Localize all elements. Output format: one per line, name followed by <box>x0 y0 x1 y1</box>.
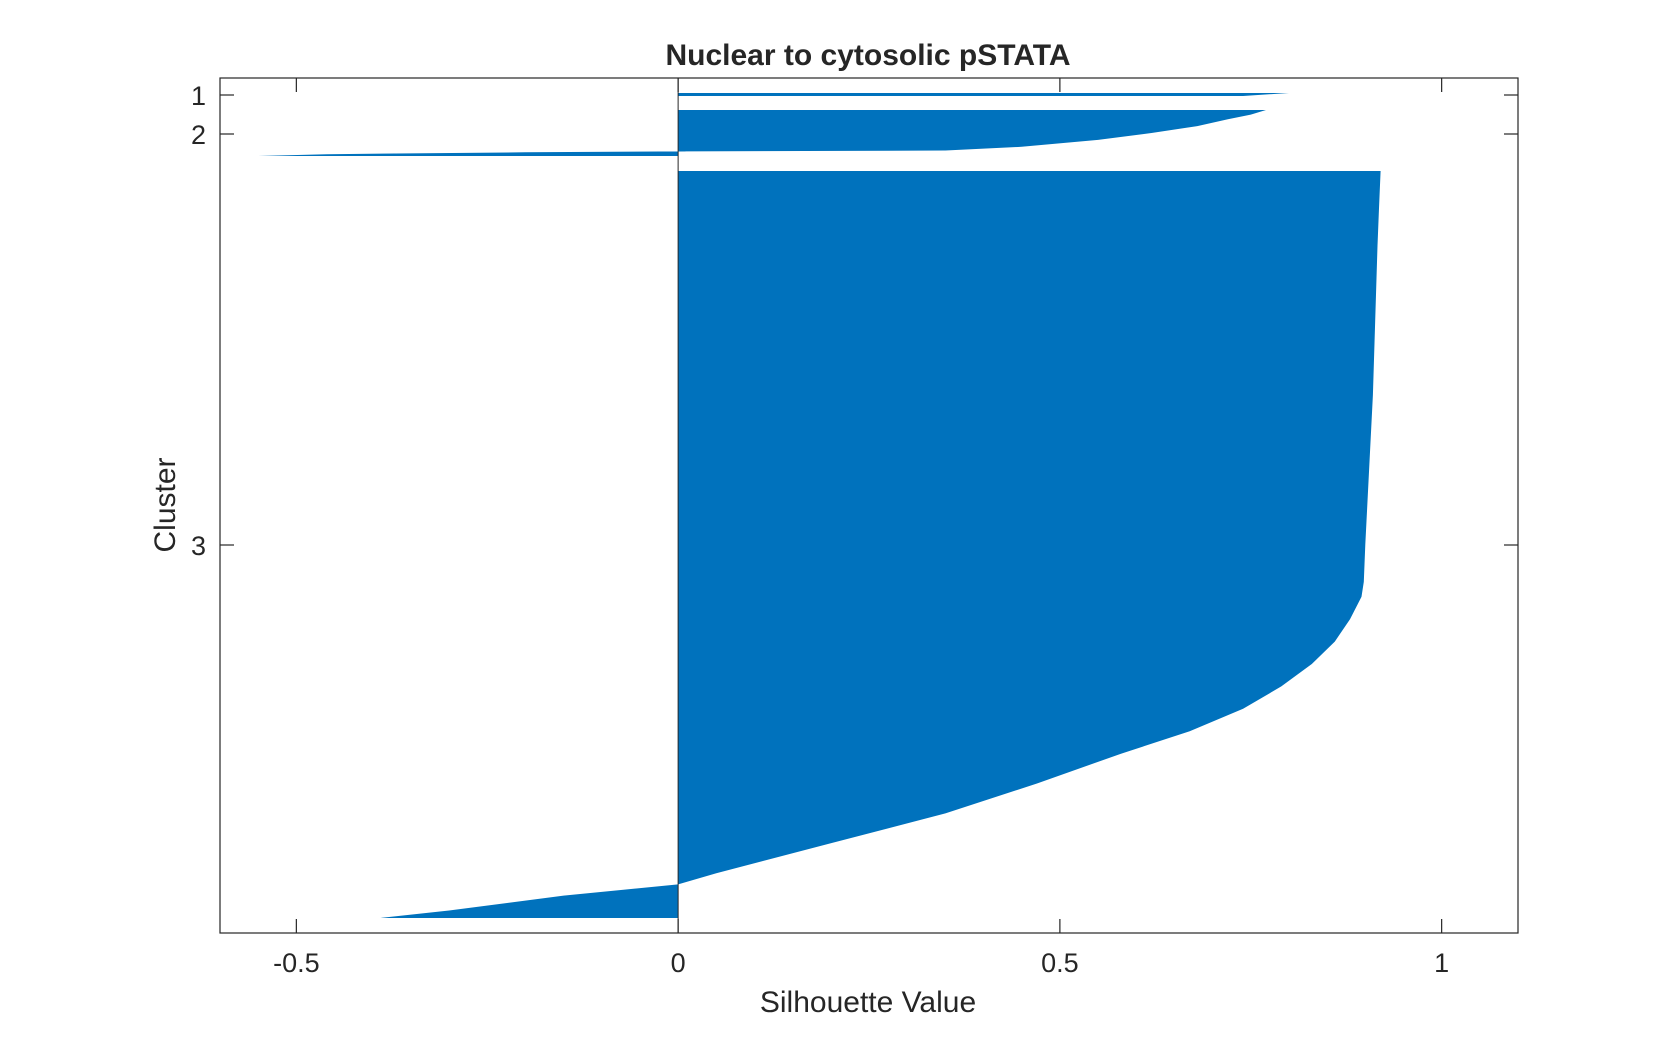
cluster-3-bars <box>380 171 1381 918</box>
x-axis-label: Silhouette Value <box>760 986 976 1019</box>
cluster-1-bars <box>678 93 1289 96</box>
y-tick-label: 2 <box>191 120 206 150</box>
chart-title: Nuclear to cytosolic pSTATA <box>665 39 1070 72</box>
axes-box <box>219 77 1519 934</box>
cluster-2-bars <box>258 110 1266 156</box>
y-tick-label: 1 <box>191 81 206 111</box>
x-tick-label: 0 <box>671 948 686 978</box>
y-axis-label: Cluster <box>149 457 182 552</box>
x-ticks: -0.5 0 0.5 1 <box>273 78 1449 978</box>
x-tick-label: 1 <box>1434 948 1449 978</box>
x-tick-label: -0.5 <box>273 948 320 978</box>
x-tick-label: 0.5 <box>1041 948 1079 978</box>
y-ticks: 1 2 3 <box>191 81 1518 561</box>
silhouette-bars <box>258 93 1381 918</box>
y-tick-label: 3 <box>191 531 206 561</box>
